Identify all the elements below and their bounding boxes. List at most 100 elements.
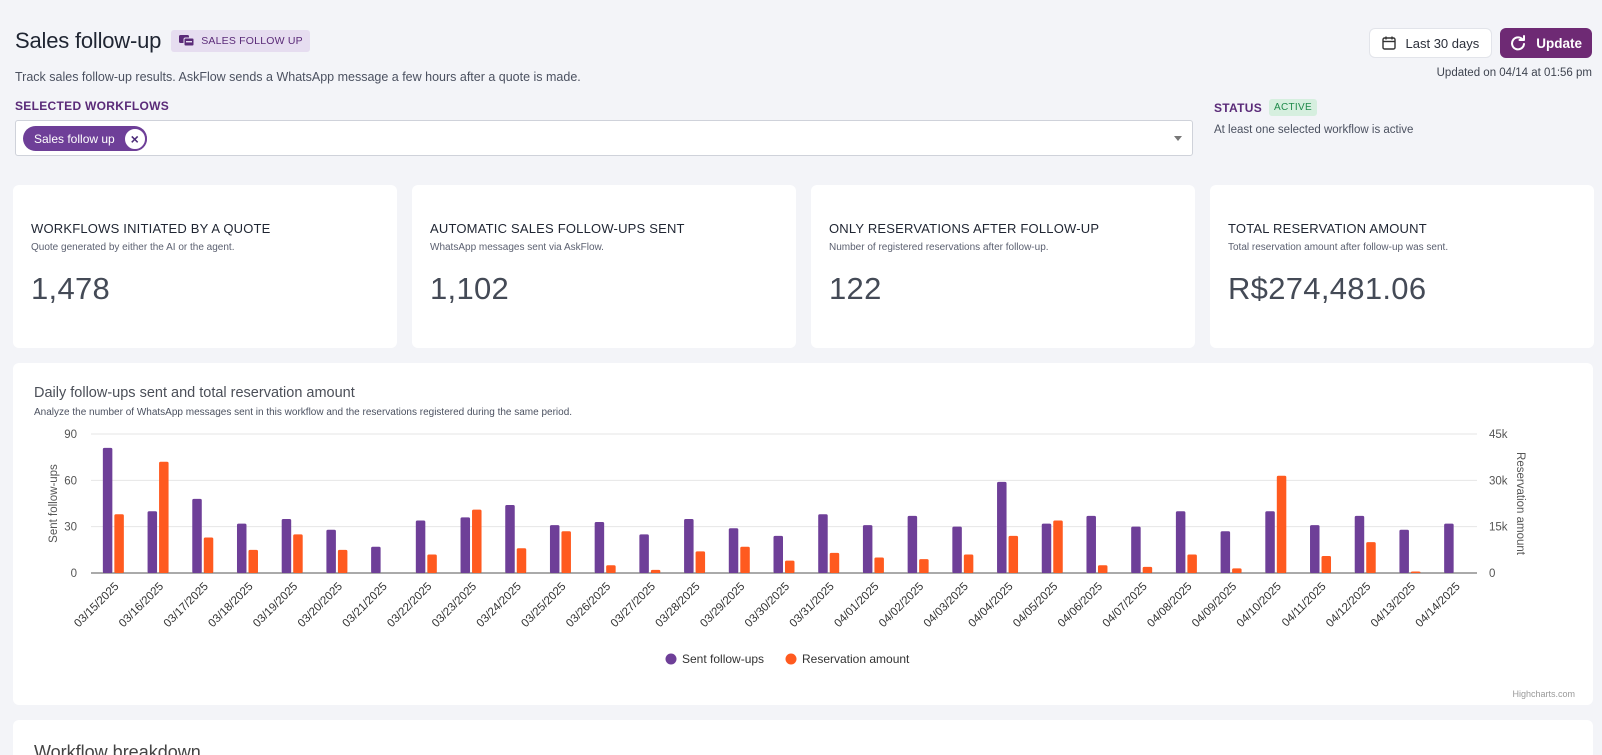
y-tick-label: 90: [64, 429, 77, 441]
bar-reservation-amount: [1276, 475, 1287, 573]
bar-reservation-amount: [1142, 566, 1153, 573]
update-button[interactable]: Update: [1500, 28, 1592, 58]
workflow-breakdown-card: Workflow breakdown: [13, 720, 1593, 755]
bar-sent-followups: [1444, 523, 1454, 573]
x-tick-label: 04/10/2025: [1235, 581, 1284, 630]
bar-reservation-amount: [919, 559, 929, 573]
bar-reservation-amount: [337, 549, 348, 573]
date-range-button[interactable]: Last 30 days: [1368, 28, 1493, 58]
workflow-type-tag: SALES FOLLOW UP: [171, 30, 310, 52]
x-tick-label: 03/21/2025: [341, 581, 390, 630]
tag-label: SALES FOLLOW UP: [201, 35, 303, 47]
y-tick-label: 0: [71, 568, 77, 580]
status-panel: STATUS ACTIVE At least one selected work…: [1214, 99, 1413, 136]
x-tick-label: 04/12/2025: [1324, 581, 1373, 630]
kpi-subtitle: WhatsApp messages sent via AskFlow.: [430, 242, 604, 253]
x-tick-label: 04/06/2025: [1056, 581, 1105, 630]
status-label: STATUS: [1214, 100, 1263, 115]
bar-sent-followups: [371, 546, 381, 573]
bar-sent-followups: [1131, 526, 1141, 573]
x-tick-label: 04/04/2025: [966, 581, 1015, 630]
bar-sent-followups: [818, 514, 828, 573]
selected-workflows-label: SELECTED WORKFLOWS: [15, 99, 170, 113]
bar-reservation-amount: [829, 552, 840, 573]
chart-title: Daily follow-ups sent and total reservat…: [34, 385, 355, 401]
kpi-card-reservations: ONLY RESERVATIONS AFTER FOLLOW-UP Number…: [811, 185, 1195, 348]
kpi-title: WORKFLOWS INITIATED BY A QUOTE: [31, 221, 271, 236]
bar-reservation-amount: [114, 514, 124, 573]
bar-reservation-amount: [293, 534, 303, 573]
status-badge: ACTIVE: [1269, 99, 1317, 116]
bar-sent-followups: [1175, 511, 1186, 573]
bar-sent-followups: [728, 528, 739, 573]
bar-sent-followups: [281, 518, 292, 573]
legend-label-reservation-amount: Reservation amount: [802, 652, 910, 666]
x-tick-label: 03/20/2025: [296, 581, 345, 630]
date-range-label: Last 30 days: [1405, 35, 1480, 51]
bar-reservation-amount: [785, 560, 795, 573]
bar-sent-followups: [192, 498, 202, 573]
bar-sent-followups: [684, 518, 694, 573]
bar-sent-followups: [549, 525, 560, 573]
chevron-down-icon[interactable]: [1174, 136, 1182, 141]
bar-reservation-amount: [1410, 571, 1421, 573]
bar-reservation-amount: [1053, 520, 1063, 573]
bar-reservation-amount: [695, 551, 706, 573]
legend-marker-reservation-amount: [785, 653, 797, 665]
workflow-select[interactable]: Sales follow up ×: [15, 120, 1193, 156]
bar-sent-followups: [1399, 529, 1409, 573]
y-axis-title: Sent follow-ups: [48, 464, 60, 543]
x-tick-label: 03/16/2025: [117, 581, 166, 630]
bar-sent-followups: [952, 526, 962, 573]
y2-tick-label: 15k: [1489, 522, 1508, 534]
kpi-value: 122: [829, 271, 882, 306]
bar-reservation-amount: [740, 546, 750, 573]
chart-card: 0 0 30 15k 60 30k 90 45k Sent follow-ups Reservat…: [13, 363, 1593, 705]
bar-sent-followups: [639, 534, 649, 573]
kpi-card-followups-sent: AUTOMATIC SALES FOLLOW-UPS SENT WhatsApp…: [412, 185, 796, 348]
y2-tick-label: 30k: [1489, 475, 1508, 487]
x-tick-label: 03/15/2025: [72, 581, 121, 630]
page-title: Sales follow-up: [15, 28, 162, 53]
bar-reservation-amount: [1187, 554, 1197, 573]
bar-sent-followups: [460, 517, 471, 573]
kpi-value: 1,478: [31, 271, 111, 306]
x-tick-label: 03/17/2025: [162, 581, 211, 630]
bar-sent-followups: [236, 523, 247, 573]
kpi-subtitle: Total reservation amount after follow-up…: [1228, 242, 1449, 253]
y2-tick-label: 0: [1489, 568, 1495, 580]
x-tick-label: 04/03/2025: [922, 581, 971, 630]
bar-sent-followups: [326, 529, 336, 573]
bar-sent-followups: [1310, 525, 1320, 573]
x-tick-label: 03/22/2025: [385, 581, 434, 630]
x-tick-label: 04/01/2025: [832, 581, 881, 630]
legend-label-sent-followups: Sent follow-ups: [682, 652, 764, 666]
bar-reservation-amount: [606, 565, 616, 573]
bar-sent-followups: [415, 520, 426, 573]
bar-sent-followups: [907, 515, 918, 573]
x-tick-label: 04/09/2025: [1190, 581, 1239, 630]
bar-reservation-amount: [159, 461, 169, 573]
x-tick-label: 04/08/2025: [1145, 581, 1194, 630]
bar-reservation-amount: [561, 531, 571, 573]
x-tick-label: 03/25/2025: [519, 581, 568, 630]
bar-reservation-amount: [427, 554, 437, 573]
section-title: Workflow breakdown: [34, 742, 201, 755]
x-tick-label: 04/14/2025: [1414, 581, 1463, 630]
bar-reservation-amount: [248, 549, 258, 573]
bar-sent-followups: [862, 525, 873, 573]
chart-credits[interactable]: Highcharts.com: [1512, 689, 1575, 699]
kpi-card-reservation-amount: TOTAL RESERVATION AMOUNT Total reservati…: [1210, 185, 1594, 348]
calendar-icon: [1381, 36, 1396, 50]
kpi-card-workflows-initiated: WORKFLOWS INITIATED BY A QUOTE Quote gen…: [13, 185, 397, 348]
bar-reservation-amount: [516, 548, 527, 573]
bar-reservation-amount: [650, 569, 661, 573]
remove-chip-icon[interactable]: ×: [122, 126, 147, 151]
kpi-title: ONLY RESERVATIONS AFTER FOLLOW-UP: [829, 221, 1100, 236]
x-tick-label: 03/26/2025: [564, 581, 613, 630]
bar-sent-followups: [594, 522, 605, 573]
chat-bubbles-icon: [179, 35, 195, 47]
x-tick-label: 03/31/2025: [788, 581, 837, 630]
bar-reservation-amount: [1097, 565, 1108, 573]
bar-sent-followups: [102, 447, 113, 573]
